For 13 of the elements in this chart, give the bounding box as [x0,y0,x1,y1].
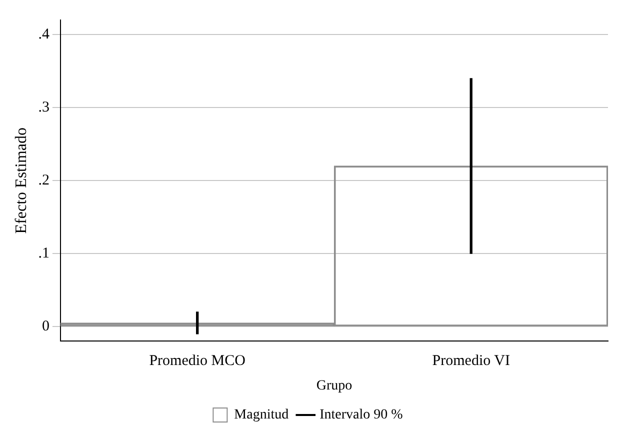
y-tick-label: .1 [38,246,50,262]
y-tick-label: 0 [42,318,50,335]
legend-label: Magnitud [234,408,289,423]
bar [196,312,199,334]
bar [470,78,472,254]
legend-label: Intervalo 90 % [320,408,404,423]
y-tick-label: .2 [38,172,50,189]
x-tick-label: Promedio VI [432,353,510,370]
x-axis-title: Grupo [316,378,352,394]
y-axis-title: Efecto Estimado [12,128,30,234]
y-tick-label: .4 [38,26,50,43]
y-tick-label: .3 [38,100,50,116]
x-tick-label: Promedio MCO [149,353,246,370]
